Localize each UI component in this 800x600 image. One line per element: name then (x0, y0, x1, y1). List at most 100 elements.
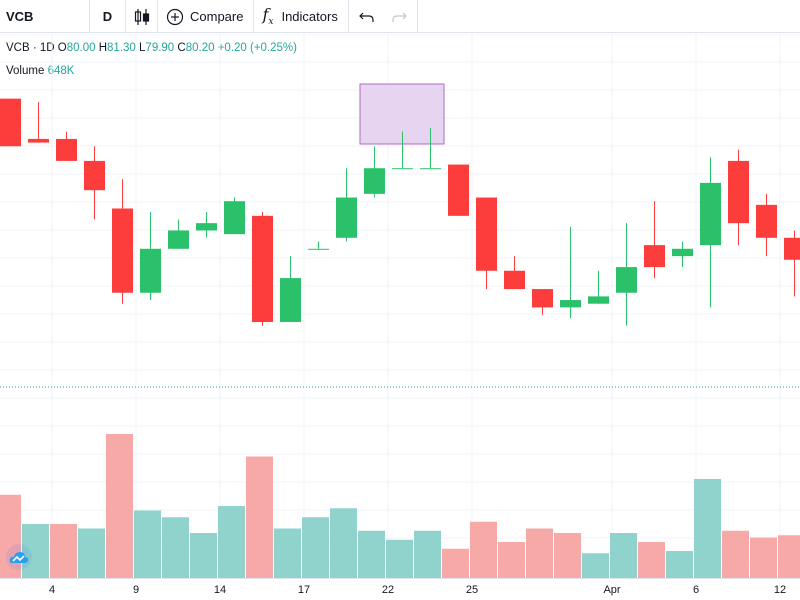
volume-bar (134, 510, 161, 578)
candle-body (532, 289, 553, 308)
undo-redo-group (349, 0, 418, 33)
candle-body (700, 182, 721, 246)
legend-change: +0.20 (+0.25%) (217, 42, 297, 54)
time-axis[interactable]: 4 9 14 17 22 25 Apr 6 12 (0, 578, 800, 600)
legend-low-label: L (139, 42, 146, 54)
symbol-search-button[interactable]: VCB (0, 0, 90, 33)
candle-body (728, 160, 749, 224)
volume-bar (554, 533, 581, 578)
candle-body (196, 223, 217, 231)
candle-body (168, 230, 189, 249)
candle-body (224, 201, 245, 235)
volume-bar (750, 537, 777, 578)
candle-body (84, 160, 105, 191)
volume-bar (358, 530, 385, 578)
volume-bar (470, 521, 497, 578)
candle-body (560, 300, 581, 308)
interval-button[interactable]: D (90, 0, 126, 33)
candle-body (784, 237, 800, 260)
x-tick-label: 12 (773, 584, 787, 596)
candle-body (56, 138, 77, 161)
volume-bar (414, 530, 441, 578)
fx-icon: fx (262, 5, 274, 28)
volume-bar (722, 530, 749, 578)
volume-bar (330, 508, 357, 578)
volume-legend: Volume 648K (6, 65, 74, 77)
candle-body (756, 204, 777, 238)
compare-button[interactable]: Compare (158, 0, 255, 33)
legend-close-value: 80.20 (185, 42, 215, 54)
volume-bar (274, 528, 301, 578)
candle-body (588, 296, 609, 304)
x-tick-label: 14 (213, 584, 227, 596)
volume-bar (162, 517, 189, 578)
candle-body (448, 164, 469, 216)
legend-high-value: 81.30 (107, 42, 136, 54)
indicators-label: Indicators (281, 9, 338, 24)
candle-body (672, 248, 693, 257)
indicators-button[interactable]: fx Indicators (254, 0, 349, 33)
x-tick-label: 22 (381, 584, 395, 596)
undo-icon[interactable] (358, 10, 375, 24)
candle-body (140, 248, 161, 293)
volume-bar (442, 548, 469, 578)
candle-body (280, 278, 301, 323)
candle-body (0, 98, 21, 147)
candle-body (644, 245, 665, 268)
compare-label: Compare (190, 9, 244, 24)
volume-bar (386, 539, 413, 578)
legend-low-value: 79.90 (145, 42, 175, 54)
volume-bar (190, 533, 217, 578)
cloud-logo-icon (9, 552, 29, 563)
candle-body (28, 138, 49, 143)
x-tick-label: 25 (465, 584, 479, 596)
price-chart[interactable] (0, 34, 800, 578)
legend-open-label: O (57, 42, 67, 54)
volume-value: 648K (47, 65, 75, 77)
candle-body (616, 267, 637, 293)
volume-bar (610, 533, 637, 578)
candle-body (336, 197, 357, 238)
legend-close-label: C (177, 42, 186, 54)
candle-body (112, 208, 133, 293)
candle-body (420, 168, 441, 170)
x-tick-label: 4 (48, 584, 56, 596)
volume-bar (302, 517, 329, 578)
x-tick-label: Apr (603, 584, 621, 596)
symbol-label: VCB (6, 9, 34, 24)
top-toolbar: VCB D Compare fx Indicators (0, 0, 800, 33)
volume-bar (694, 479, 721, 578)
interval-label: D (102, 9, 113, 24)
candlestick-icon (134, 8, 149, 25)
volume-label: Volume (6, 65, 45, 77)
redo-icon[interactable] (391, 10, 407, 24)
volume-bar (498, 542, 525, 578)
x-tick-label: 17 (297, 584, 311, 596)
volume-bar (78, 528, 105, 578)
volume-bar (22, 524, 49, 578)
candle-body (364, 168, 385, 194)
volume-bar (778, 535, 800, 578)
volume-bar (50, 524, 77, 578)
volume-bar (526, 528, 553, 578)
x-tick-label: 9 (132, 584, 140, 596)
volume-bar (582, 553, 609, 578)
volume-bar (218, 506, 245, 578)
volume-bar (638, 542, 665, 578)
volume-bar (106, 434, 133, 578)
chart-type-button[interactable] (126, 0, 158, 33)
ohlc-legend: VCB · 1D O80.00 H81.30 L79.90 C80.20 +0.… (6, 42, 297, 54)
candle-body (392, 168, 413, 170)
tradingview-logo-button[interactable] (6, 544, 32, 570)
legend-symbol: VCB · 1D (6, 42, 55, 54)
legend-high-label: H (98, 42, 108, 54)
candle-body (252, 215, 273, 323)
candle-body (308, 248, 329, 250)
x-tick-label: 6 (692, 584, 700, 596)
legend-open-value: 80.00 (66, 42, 96, 54)
plus-circle-icon (166, 8, 184, 25)
volume-bar (246, 456, 273, 578)
volume-bar (666, 551, 693, 578)
candle-body (504, 270, 525, 290)
candle-body (476, 197, 497, 271)
